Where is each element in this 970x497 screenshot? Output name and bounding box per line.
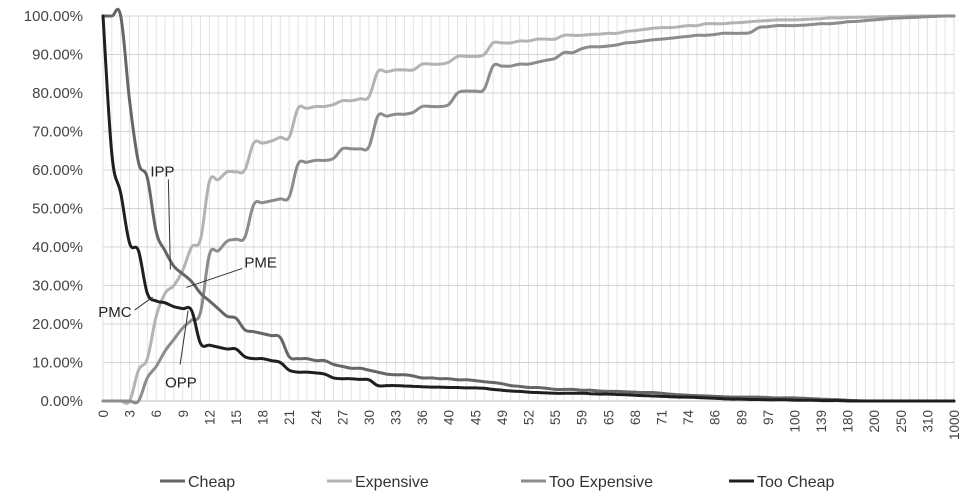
x-tick-label: 6	[149, 410, 164, 418]
y-tick-label: 90.00%	[32, 47, 83, 64]
x-tick-label: 0	[96, 410, 111, 418]
x-tick-label: 52	[522, 410, 537, 425]
y-tick-label: 70.00%	[32, 124, 83, 141]
y-tick-label: 30.00%	[32, 278, 83, 295]
y-tick-label: 0.00%	[40, 393, 83, 410]
x-tick-label: 55	[548, 410, 563, 425]
x-tick-label: 12	[202, 410, 217, 425]
series-line-cheap	[101, 7, 956, 403]
legend: Cheap Expensive Too Expensive Too Cheap	[160, 474, 834, 491]
y-tick-label: 10.00%	[32, 355, 83, 372]
x-tick-label: 89	[734, 410, 749, 425]
annotation-leader-ipp	[167, 179, 171, 270]
legend-label-too-expensive: Too Expensive	[549, 474, 653, 491]
annotation-label-pme: PME	[244, 254, 277, 271]
x-tick-label: 30	[362, 410, 377, 425]
x-tick-label: 24	[309, 410, 324, 426]
x-tick-label: 9	[176, 410, 191, 418]
legend-label-too-cheap: Too Cheap	[757, 474, 834, 491]
x-tick-label: 36	[415, 410, 430, 425]
annotation-leader-pmc	[134, 296, 153, 311]
x-tick-label: 250	[894, 410, 909, 433]
annotation-label-opp: OPP	[165, 375, 197, 392]
series-line-too-expensive	[101, 14, 956, 405]
x-tick-label: 200	[867, 410, 882, 433]
y-tick-label: 20.00%	[32, 316, 83, 333]
annotation-label-pmc: PMC	[98, 304, 132, 321]
x-tick-label: 97	[761, 410, 776, 425]
y-tick-label: 40.00%	[32, 239, 83, 256]
x-tick-label: 18	[256, 410, 271, 425]
annotation-leader-pme	[186, 267, 243, 288]
x-tick-label: 86	[708, 410, 723, 425]
annotation-label-ipp: IPP	[150, 163, 174, 180]
annotations: IPP PME PMC OPP	[98, 163, 277, 391]
legend-label-expensive: Expensive	[355, 474, 429, 491]
y-tick-label: 100.00%	[24, 8, 83, 25]
x-tick-label: 27	[335, 410, 350, 425]
x-tick-label: 33	[389, 410, 404, 425]
x-tick-label: 59	[575, 410, 590, 425]
series-lines	[101, 7, 956, 405]
y-tick-label: 60.00%	[32, 162, 83, 179]
x-tick-label: 71	[654, 410, 669, 425]
x-tick-label: 3	[123, 410, 138, 418]
annotation-leader-opp	[179, 310, 189, 365]
x-tick-label: 45	[468, 410, 483, 425]
x-tick-label: 49	[495, 410, 510, 425]
axes: 0.00% 10.00% 20.00% 30.00% 40.00% 50.00% 60.00…	[24, 8, 962, 440]
x-tick-label: 180	[841, 410, 856, 433]
x-tick-label: 310	[920, 410, 935, 433]
x-tick-label: 100	[787, 410, 802, 433]
x-tick-label: 40	[442, 410, 457, 425]
x-tick-label: 65	[601, 410, 616, 425]
y-tick-label: 50.00%	[32, 201, 83, 218]
x-tick-label: 15	[229, 410, 244, 425]
gridlines	[102, 15, 955, 402]
x-tick-label: 21	[282, 410, 297, 425]
x-tick-label: 1000	[947, 410, 962, 440]
legend-label-cheap: Cheap	[188, 474, 235, 491]
series-line-too-cheap	[101, 14, 956, 403]
x-tick-label: 68	[628, 410, 643, 425]
x-tick-label: 139	[814, 410, 829, 433]
y-tick-label: 80.00%	[32, 85, 83, 102]
x-tick-label: 74	[681, 410, 696, 426]
series-line-expensive	[101, 14, 956, 405]
